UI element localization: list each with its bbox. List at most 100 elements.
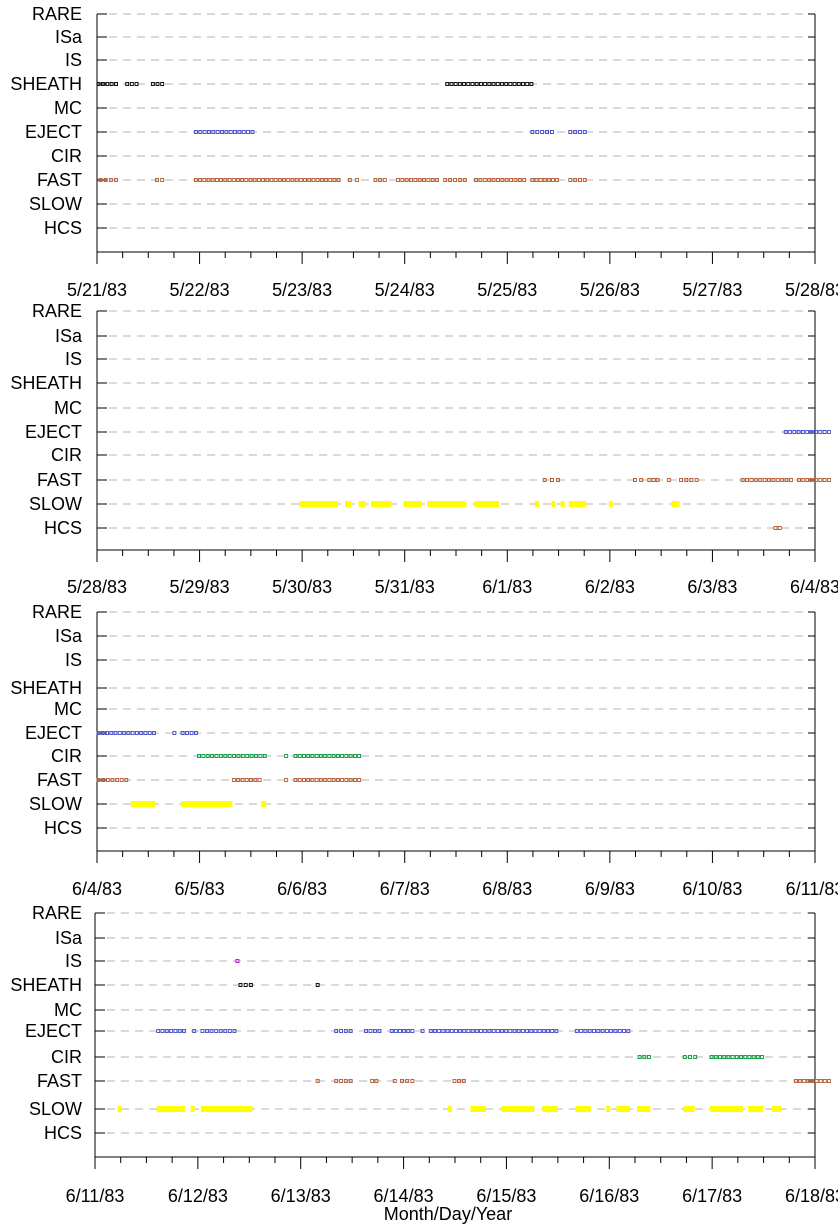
mark-eject (529, 1029, 534, 1033)
mark-slow (261, 801, 267, 807)
mark-cir (693, 1055, 698, 1059)
mark-cir (760, 1055, 765, 1059)
mark-sheath (495, 82, 500, 86)
mark-eject (169, 1029, 174, 1033)
mark-sheath (315, 983, 320, 987)
mark-sheath (449, 82, 454, 86)
x-axis-title: Month/Day/Year (384, 1204, 512, 1224)
y-tick-label-eject: EJECT (25, 1021, 82, 1041)
mark-eject (458, 1029, 463, 1033)
mark-eject (113, 731, 118, 735)
mark-eject (364, 1029, 368, 1033)
mark-eject (147, 731, 152, 735)
mark-eject (622, 1029, 627, 1033)
mark-slow (181, 801, 233, 807)
mark-fast (370, 1079, 375, 1083)
mark-fast (818, 1079, 823, 1083)
mark-eject (126, 731, 131, 735)
mark-slow (748, 1106, 764, 1112)
x-tick-label: 6/18/83 (785, 1186, 838, 1206)
mark-fast (396, 178, 400, 182)
x-tick-label: 5/21/83 (67, 280, 127, 300)
mark-slow (447, 1106, 452, 1112)
mark-fast (556, 478, 560, 482)
mark-fast (666, 478, 671, 482)
mark-sheath (243, 983, 248, 987)
x-tick-label: 5/22/83 (170, 280, 230, 300)
mark-cir (682, 1055, 687, 1059)
mark-eject (516, 1029, 521, 1033)
mark-cir (301, 754, 306, 758)
mark-cir (214, 754, 219, 758)
mark-fast (335, 778, 340, 782)
mark-fast (404, 178, 409, 182)
mark-eject (609, 1029, 614, 1033)
mark-fast (462, 178, 467, 182)
mark-eject (389, 1029, 394, 1033)
mark-fast (314, 778, 319, 782)
mark-fast (517, 178, 522, 182)
mark-fast (334, 1079, 339, 1083)
mark-cir (223, 754, 228, 758)
mark-fast (231, 178, 236, 182)
mark-eject (545, 130, 550, 134)
mark-cir (726, 1055, 731, 1059)
mark-fast (504, 178, 509, 182)
mark-fast (261, 178, 266, 182)
mark-fast (244, 778, 249, 782)
mark-slow (606, 1106, 611, 1112)
mark-eject (410, 1029, 415, 1033)
mark-cir (340, 754, 345, 758)
mark-sheath (109, 82, 114, 86)
x-tick-label: 6/11/83 (786, 879, 838, 899)
mark-eject (334, 1029, 339, 1033)
mark-fast (745, 478, 749, 482)
mark-eject (796, 430, 801, 434)
mark-fast (98, 178, 103, 182)
mark-slow (345, 501, 352, 507)
y-tick-label-slow: SLOW (29, 794, 82, 814)
mark-fast (443, 178, 448, 182)
y-tick-label-hcs: HCS (44, 818, 82, 838)
mark-eject (220, 130, 224, 134)
mark-sheath (445, 82, 450, 86)
mark-eject (202, 130, 207, 134)
mark-fast (814, 478, 819, 482)
mark-cir (232, 754, 237, 758)
mark-eject (479, 1029, 483, 1033)
mark-fast (806, 1079, 811, 1083)
mark-cir (709, 1055, 714, 1059)
mark-eject (237, 130, 242, 134)
mark-fast (822, 1079, 827, 1083)
mark-fast (219, 178, 224, 182)
mark-eject (180, 731, 185, 735)
mark-eject (441, 1029, 446, 1033)
mark-fast (343, 1079, 348, 1083)
mark-eject (246, 130, 251, 134)
mark-fast (767, 478, 771, 482)
mark-fast (231, 778, 236, 782)
mark-eject (105, 731, 109, 735)
mark-cir (739, 1055, 743, 1059)
x-tick-label: 6/4/83 (790, 577, 838, 597)
mark-eject (554, 1029, 559, 1033)
mark-eject (533, 1029, 538, 1033)
mark-fast (155, 178, 159, 182)
y-tick-label-is: IS (65, 50, 82, 70)
y-tick-label-slow: SLOW (29, 494, 82, 514)
y-tick-label-eject: EJECT (25, 122, 82, 142)
x-tick-label: 6/15/83 (476, 1186, 536, 1206)
mark-cir (318, 754, 323, 758)
mark-eject (109, 731, 114, 735)
mark-fast (277, 178, 282, 182)
mark-slow (575, 1106, 591, 1112)
mark-eject (491, 1029, 496, 1033)
mark-fast (762, 478, 767, 482)
mark-eject (122, 731, 127, 735)
mark-cir (236, 754, 241, 758)
mark-cir (357, 754, 362, 758)
mark-eject (433, 1029, 437, 1033)
mark-cir (718, 1055, 722, 1059)
mark-eject (368, 1029, 373, 1033)
